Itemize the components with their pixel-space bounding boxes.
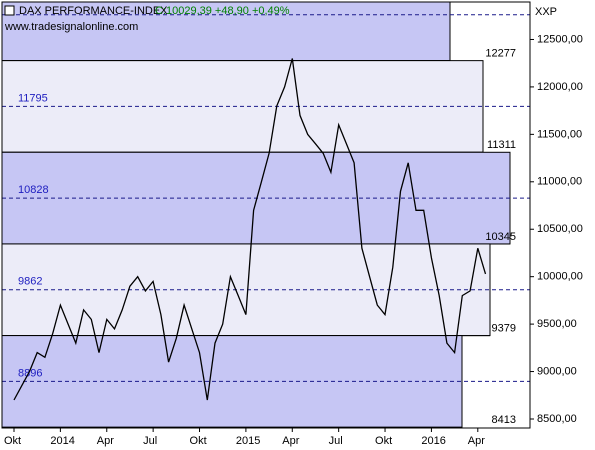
level-label: 9379: [492, 322, 516, 334]
x-tick-label: 2015: [236, 435, 260, 447]
x-tick-label: 2014: [50, 435, 74, 447]
plot-frame: [1, 1, 531, 429]
y-tick-label: 10000,00: [537, 271, 583, 283]
x-tick-label: Apr: [97, 435, 114, 447]
source: www.tradesignalonline.com: [4, 21, 138, 33]
x-tick-label: Apr: [468, 435, 485, 447]
y-tick-label: 11000,00: [537, 176, 582, 188]
y-tick-label: 8500,00: [537, 413, 577, 425]
x-tick-label: Apr: [282, 435, 299, 447]
x-tick-label: Jul: [329, 435, 343, 447]
midline-label: 9862: [18, 276, 42, 288]
y-tick-label: 12000,00: [537, 81, 583, 93]
midline-label: 11795: [18, 92, 48, 104]
zone: [1, 1, 451, 62]
chart-title: DAX PERFORMANCE-INDEX: [19, 5, 168, 17]
y-tick-label: 9000,00: [537, 365, 577, 377]
level-label: 12277: [485, 48, 516, 60]
header-icon: [4, 5, 15, 16]
x-tick-label: Okt: [4, 435, 21, 447]
y-tick-label: 10500,00: [537, 223, 583, 235]
x-tick-label: 2016: [421, 435, 445, 447]
y-tick-label: 9500,00: [537, 318, 577, 330]
x-tick-label: Okt: [190, 435, 207, 447]
level-label: 8413: [492, 414, 516, 426]
y-tick-label: 11500,00: [537, 128, 582, 140]
midline-label: 8896: [18, 367, 42, 379]
level-label: 11311: [487, 139, 516, 151]
unit-label: XXP: [535, 6, 557, 18]
x-tick-label: Okt: [375, 435, 392, 447]
chart-subtitle: C:10029,39 +48,90 +0,49%: [155, 5, 290, 17]
x-tick-label: Jul: [143, 435, 157, 447]
price-line: [13, 58, 487, 401]
y-tick-label: 12500,00: [537, 33, 583, 45]
level-label: 10345: [485, 231, 516, 243]
zone: [1, 335, 463, 428]
midline-label: 10828: [18, 184, 49, 196]
